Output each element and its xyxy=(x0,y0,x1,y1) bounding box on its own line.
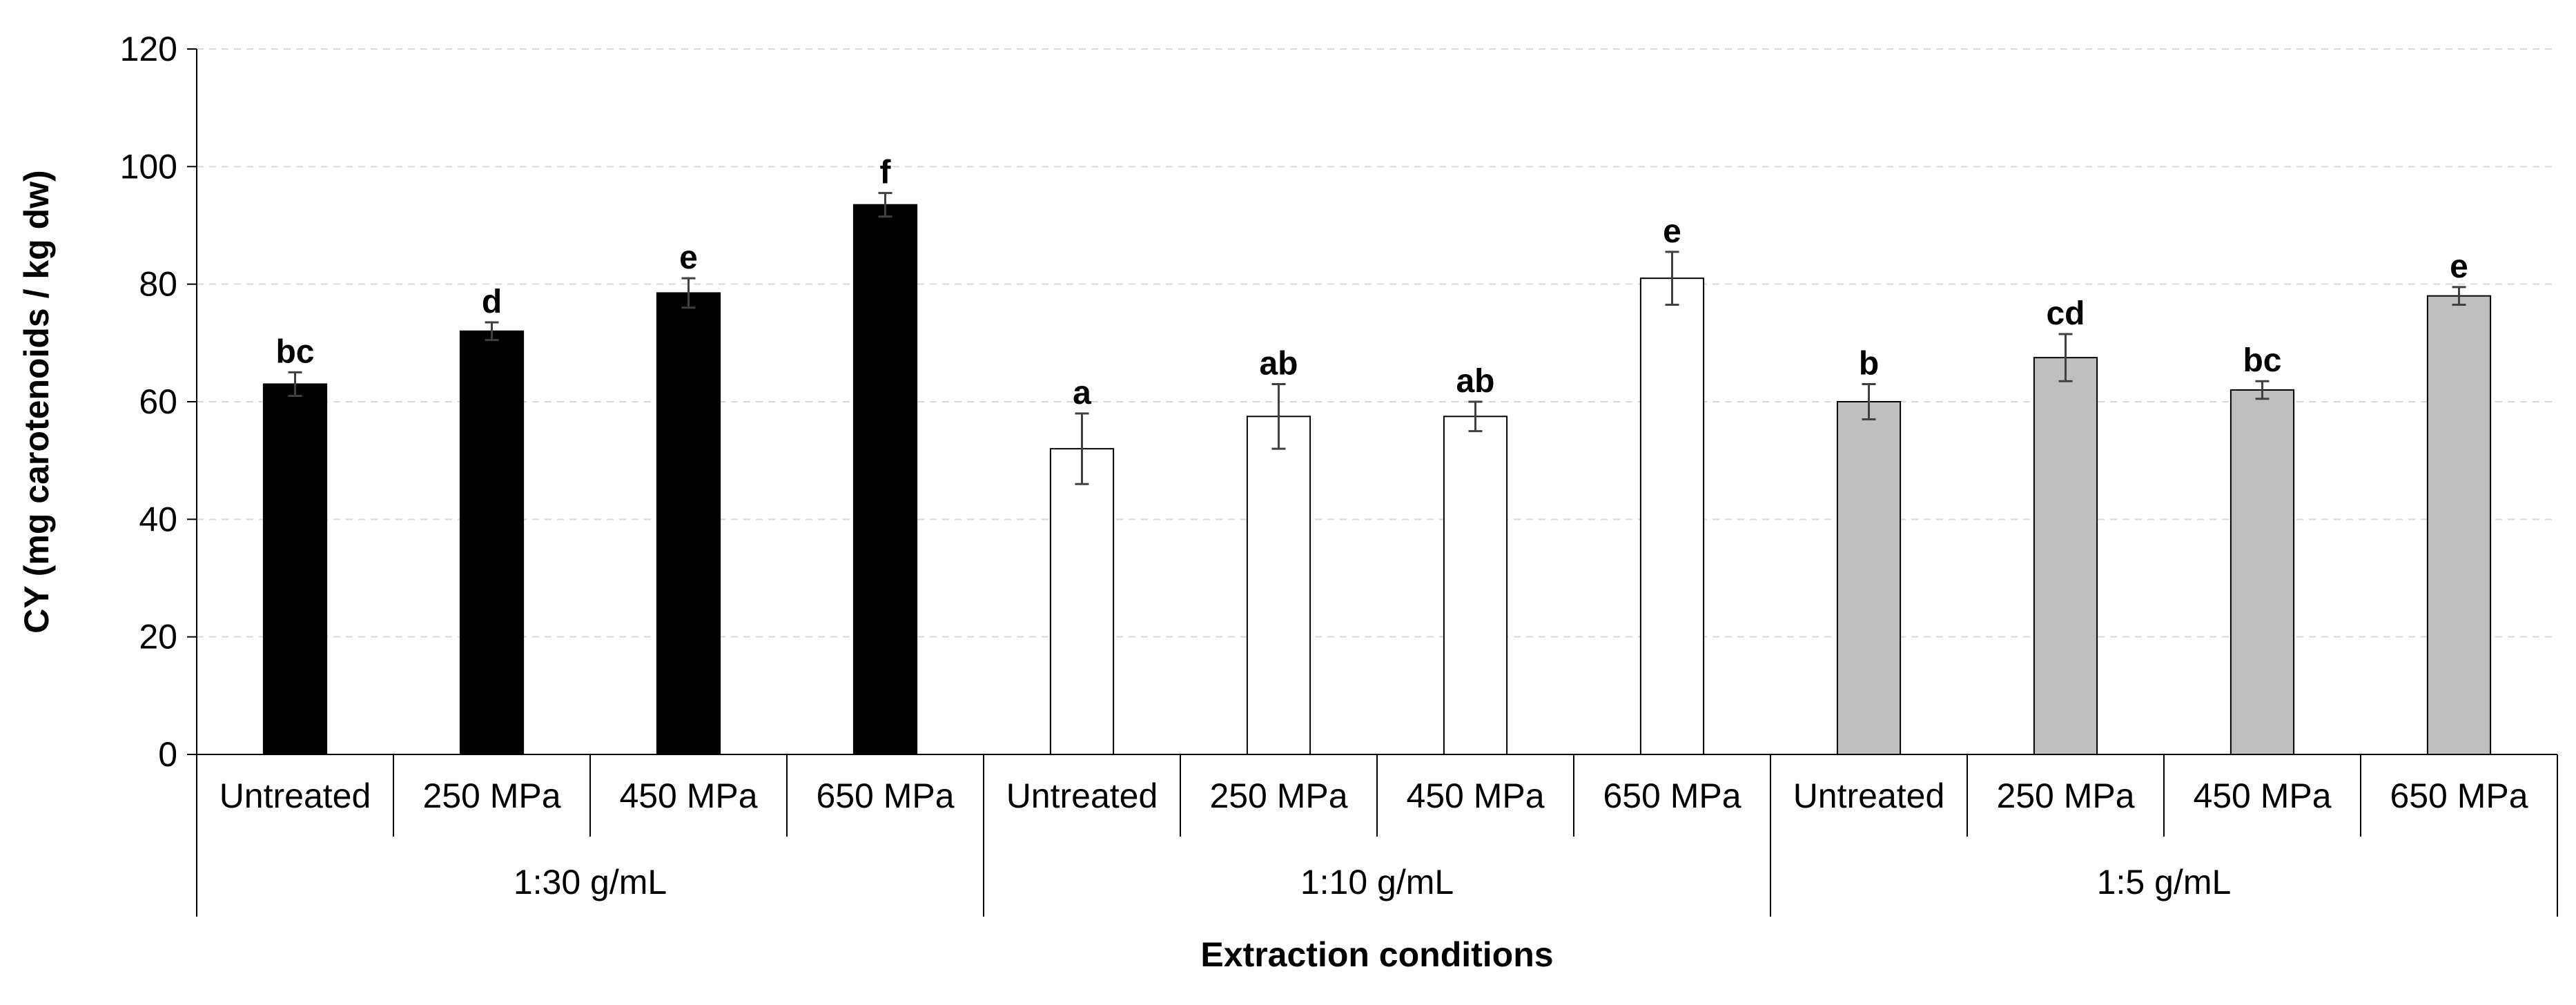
bar xyxy=(2426,295,2492,755)
bar xyxy=(1639,277,1705,755)
group-label: 1:30 g/mL xyxy=(514,863,667,901)
bar xyxy=(1049,448,1115,756)
significance-letter: d xyxy=(482,284,502,320)
significance-letter: bc xyxy=(2243,342,2281,379)
significance-letter: bc xyxy=(275,333,314,370)
category-label: Untreated xyxy=(219,777,371,815)
significance-letter: cd xyxy=(2046,295,2085,332)
category-label: 450 MPa xyxy=(2193,777,2331,815)
group-label: 1:5 g/mL xyxy=(2097,863,2232,901)
significance-letter: ab xyxy=(1259,345,1298,382)
category-label: Untreated xyxy=(1793,777,1945,815)
category-label: 450 MPa xyxy=(619,777,757,815)
significance-letter: a xyxy=(1073,375,1091,411)
category-label: 650 MPa xyxy=(2390,777,2528,815)
bar xyxy=(1836,401,1902,755)
significance-letter: f xyxy=(880,155,892,191)
category-label: 650 MPa xyxy=(1603,777,1741,815)
x-axis-title: Extraction conditions xyxy=(1200,935,1553,974)
bar xyxy=(852,204,918,756)
category-label: 250 MPa xyxy=(422,777,560,815)
bar xyxy=(2229,389,2295,755)
y-tick-label: 60 xyxy=(139,382,177,421)
group-label: 1:10 g/mL xyxy=(1300,863,1454,901)
category-label: Untreated xyxy=(1006,777,1158,815)
significance-letter: e xyxy=(2450,248,2468,285)
y-tick-label: 20 xyxy=(139,618,177,656)
category-label: 650 MPa xyxy=(816,777,954,815)
y-tick-label: 0 xyxy=(158,735,177,774)
significance-letter: e xyxy=(679,240,698,276)
y-tick-label: 80 xyxy=(139,265,177,304)
bar xyxy=(262,383,328,755)
significance-letter: e xyxy=(1663,213,1681,250)
bar xyxy=(459,330,525,755)
bar xyxy=(656,292,721,756)
significance-letter: b xyxy=(1859,345,1879,382)
bar xyxy=(1443,416,1508,756)
category-label: 450 MPa xyxy=(1406,777,1544,815)
bar xyxy=(2033,357,2098,755)
category-label: 250 MPa xyxy=(1209,777,1347,815)
y-axis-title: CY (mg carotenoids / kg dw) xyxy=(17,170,56,633)
y-tick-label: 40 xyxy=(139,500,177,538)
significance-letter: ab xyxy=(1456,363,1494,400)
bar xyxy=(1246,416,1311,756)
y-tick-label: 100 xyxy=(120,147,177,186)
y-tick-label: 120 xyxy=(120,30,177,68)
category-label: 250 MPa xyxy=(1996,777,2134,815)
